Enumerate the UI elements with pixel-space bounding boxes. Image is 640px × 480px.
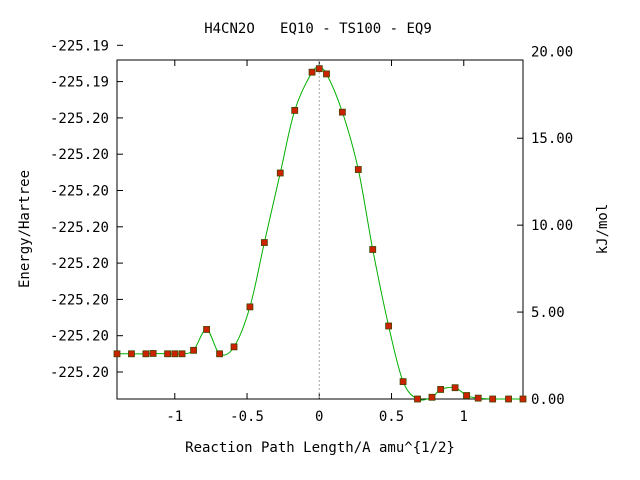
- data-point: [354, 166, 362, 173]
- data-point: [385, 322, 393, 330]
- y-tick-label: -225.20: [50, 329, 109, 345]
- axes-layer: -1 -0.5 0 0.5 1 -225.20 -225.20 -225.20 -225.20 -…: [50, 38, 573, 425]
- data-point: [128, 350, 135, 358]
- x-tick-label: -1: [166, 409, 183, 425]
- data-point: [149, 350, 157, 357]
- x-tick-label: 0.5: [379, 409, 404, 425]
- data-point: [246, 303, 254, 311]
- data-point: [308, 68, 316, 76]
- y-tick-label: -225.20: [50, 256, 109, 272]
- data-point: [414, 395, 421, 403]
- points-layer: [113, 65, 527, 403]
- x-axis-label: Reaction Path Length/A amu^{1/2}: [185, 440, 455, 456]
- data-point: [505, 395, 512, 403]
- data-point: [230, 343, 238, 351]
- data-point: [399, 378, 407, 386]
- x-tick-label: -0.5: [230, 409, 264, 425]
- data-point: [315, 65, 323, 73]
- chart-title: H4CN2O EQ10 - TS100 - EQ9: [204, 21, 432, 37]
- data-point: [178, 350, 186, 358]
- data-point: [142, 350, 150, 358]
- y2-axis-label: kJ/mol: [595, 204, 611, 255]
- y-tick-label: -225.19: [50, 75, 109, 91]
- y-tick-label: -225.20: [50, 292, 109, 308]
- data-point: [463, 392, 471, 399]
- data-point: [474, 394, 482, 402]
- y2-tick-label: 0.00: [531, 392, 565, 408]
- y-tick-label: -225.20: [50, 111, 109, 127]
- data-point: [164, 350, 171, 358]
- data-point: [369, 246, 377, 253]
- data-point: [338, 108, 346, 116]
- data-point: [203, 326, 210, 333]
- curve-layer: [116, 67, 523, 401]
- y-tick-label: -225.20: [50, 220, 109, 236]
- y-tick-label: -225.20: [50, 184, 109, 200]
- data-point: [323, 70, 330, 78]
- y2-tick-label: 5.00: [531, 305, 565, 321]
- y-tick-label: -225.20: [50, 147, 109, 163]
- data-point: [437, 386, 445, 393]
- data-point: [113, 350, 121, 358]
- y-tick-label: -225.19: [50, 38, 109, 54]
- x-tick-label: 1: [460, 409, 468, 425]
- data-point: [171, 350, 179, 358]
- y2-tick-label: 10.00: [531, 218, 573, 234]
- y2-tick-label: 15.00: [531, 131, 573, 147]
- y-tick-label: -225.20: [50, 365, 109, 381]
- data-point: [428, 393, 436, 401]
- data-point: [190, 346, 197, 354]
- data-point: [276, 169, 284, 177]
- data-point: [291, 107, 299, 114]
- y-axis-label: Energy/Hartree: [17, 170, 33, 288]
- energy-curve: [116, 67, 523, 401]
- y2-tick-label: 20.00: [531, 44, 573, 60]
- data-point: [216, 350, 223, 358]
- data-point: [451, 384, 459, 392]
- data-point: [489, 395, 497, 403]
- data-point: [519, 395, 527, 403]
- plot-area-frame: [116, 59, 524, 400]
- data-point: [260, 239, 268, 246]
- x-tick-label: 0: [315, 409, 323, 425]
